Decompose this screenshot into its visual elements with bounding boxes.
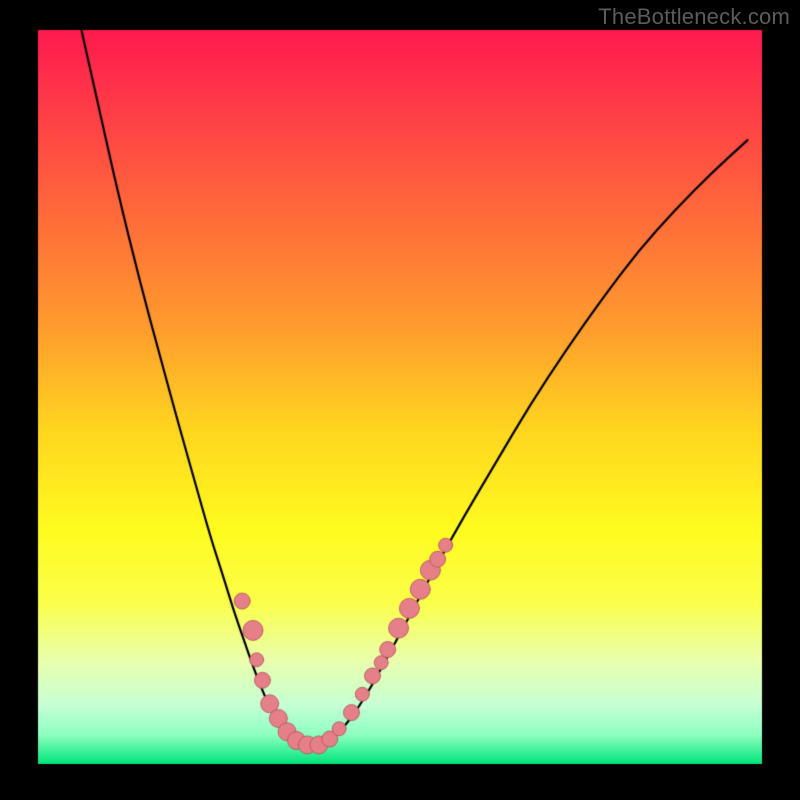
chart-canvas bbox=[0, 0, 800, 800]
chart-root: TheBottleneck.com bbox=[0, 0, 800, 800]
watermark-text: TheBottleneck.com bbox=[598, 4, 790, 30]
